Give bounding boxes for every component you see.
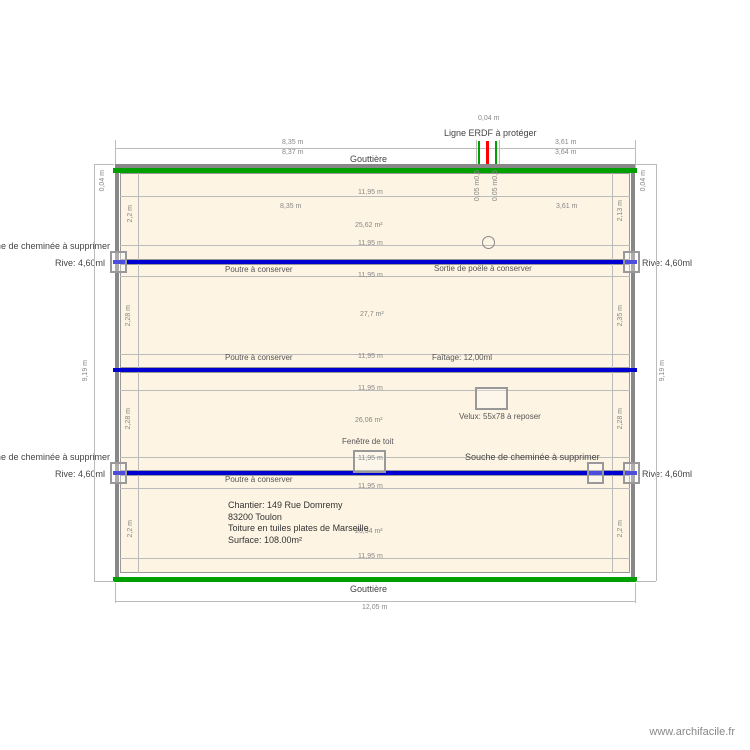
souche-tr xyxy=(623,251,640,273)
rive-br-label: Rive: 4,60ml xyxy=(642,469,692,479)
beam1-w: 11,95 m xyxy=(358,272,383,279)
dim-right: 9,19 m xyxy=(659,360,666,381)
dim-top-right2: 3,64 m xyxy=(555,149,576,156)
s3-w2: 11,95 m xyxy=(358,455,383,462)
info-block: Chantier: 149 Rue Domremy 83200 Toulon T… xyxy=(228,500,369,547)
souche-br-label: Souche de cheminée à supprimer xyxy=(465,452,600,462)
s2-h-right: 2,35 m xyxy=(617,305,624,326)
ext-line xyxy=(94,581,114,582)
s1-h-left: 2,2 m xyxy=(127,205,134,223)
info-line4: Surface: 108.00m² xyxy=(228,535,369,547)
s3-area: 26,06 m² xyxy=(355,417,383,424)
ext-line xyxy=(636,164,656,165)
s1-width-l: 8,35 m xyxy=(280,203,301,210)
dim-left-margin: 0,04 m xyxy=(99,170,106,191)
info-line2: 83200 Toulon xyxy=(228,512,369,524)
s3-w: 11,95 m xyxy=(358,385,383,392)
guide-line xyxy=(120,196,630,197)
erf-dim: 0,05 m0,5 xyxy=(474,170,481,201)
gutter-bottom-label: Gouttière xyxy=(350,584,387,594)
dim-top-left: 8,35 m xyxy=(282,139,303,146)
beam-2 xyxy=(113,368,637,372)
dim-top-erf: 0,04 m xyxy=(478,115,499,122)
beam1-label: Poutre à conserver xyxy=(225,265,293,274)
velux-box xyxy=(475,387,508,410)
dim-top-right: 3,61 m xyxy=(555,139,576,146)
beam3-label: Poutre à conserver xyxy=(225,475,293,484)
beam2-w: 11,95 m xyxy=(358,353,383,360)
guide-v xyxy=(612,173,613,573)
beam-1 xyxy=(113,260,637,264)
s1-h-right: 2,13 m xyxy=(617,200,624,221)
souche-br xyxy=(623,462,640,484)
watermark: www.archifacile.fr xyxy=(649,726,735,738)
s1-area: 25,62 m² xyxy=(355,222,383,229)
s1-width-r: 3,61 m xyxy=(556,203,577,210)
s1-width2: 11,95 m xyxy=(358,240,383,247)
ext-line xyxy=(635,583,636,603)
dim-left: 9,19 m xyxy=(82,360,89,381)
s1-width: 11,95 m xyxy=(358,189,383,196)
souche-tl xyxy=(110,251,127,273)
info-line1: Chantier: 149 Rue Domremy xyxy=(228,500,369,512)
beam2-label: Poutre à conserver xyxy=(225,353,293,362)
s2-h-left: 2,28 m xyxy=(125,305,132,326)
s3-h-left: 2,28 m xyxy=(125,408,132,429)
s4-h-right: 2,2 m xyxy=(617,520,624,538)
rive-tr-label: Rive: 4,60ml xyxy=(642,258,692,268)
s4-h-left: 2,2 m xyxy=(127,520,134,538)
gutter-bottom xyxy=(113,577,637,582)
poele-circle xyxy=(482,236,495,249)
faitage-label: Faîtage: 12,00ml xyxy=(432,353,492,362)
s4-w: 11,95 m xyxy=(358,483,383,490)
ext-line xyxy=(656,164,657,581)
gutter-top-label: Gouttière xyxy=(350,154,387,164)
souche-br-in xyxy=(587,462,604,484)
guide-v xyxy=(138,173,139,573)
fenetre-label: Fenêtre de toit xyxy=(342,437,394,446)
ext-line xyxy=(115,583,116,603)
souche-bl xyxy=(110,462,127,484)
s4-w2: 11,95 m xyxy=(358,553,383,560)
info-line3: Toiture en tuiles plates de Marseille xyxy=(228,523,369,535)
dim-right-margin: 0,04 m xyxy=(640,170,647,191)
ext-line xyxy=(94,164,114,165)
ext-line xyxy=(94,164,95,581)
rive-bl-label: Rive: 4,60ml xyxy=(55,469,105,479)
dim-top-left2: 8,37 m xyxy=(282,149,303,156)
ext-line xyxy=(115,601,635,602)
dim-bottom: 12,05 m xyxy=(362,604,387,611)
erf-dim2: 0,05 m0,5 xyxy=(492,170,499,201)
s2-area: 27,7 m² xyxy=(360,311,384,318)
s3-h-right: 2,28 m xyxy=(617,408,624,429)
rive-tl-label: Rive: 4,60ml xyxy=(55,258,105,268)
poele-label: Sortie de poële à conserver xyxy=(434,264,532,273)
erf-label: Ligne ERDF à protéger xyxy=(444,128,537,138)
ext-line xyxy=(636,581,656,582)
velux-label: Velux: 55x78 à reposer xyxy=(459,412,541,421)
